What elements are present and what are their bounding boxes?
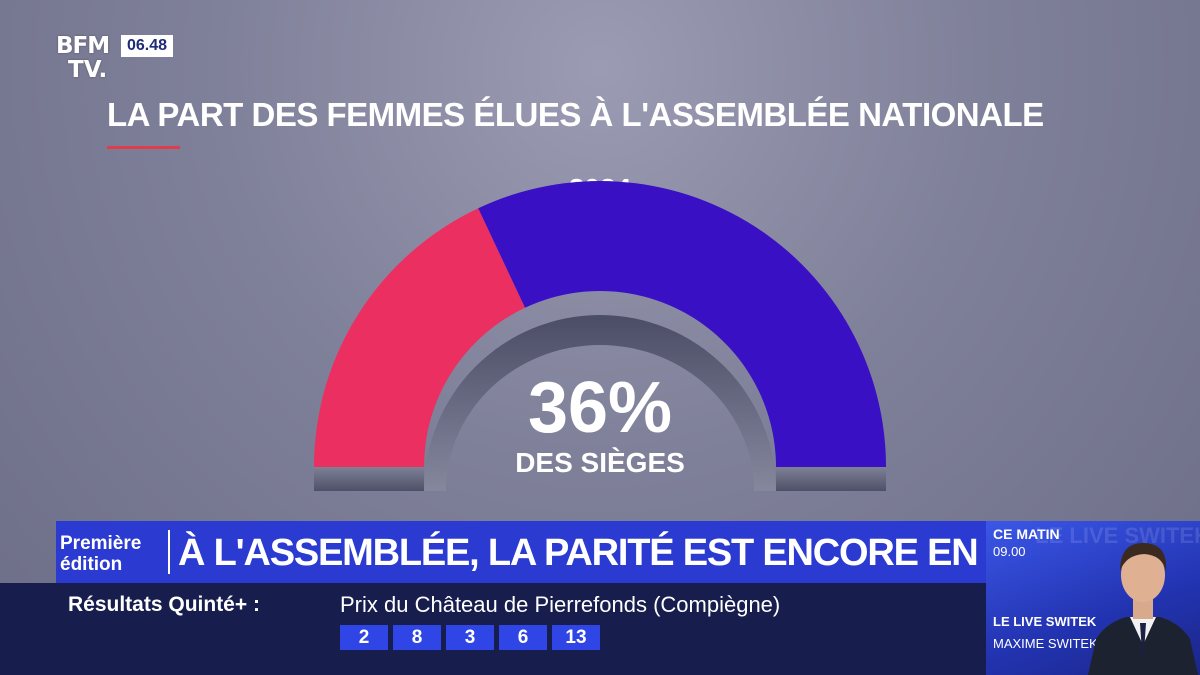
host-portrait (1088, 543, 1198, 675)
gauge-inner-wall (424, 315, 776, 491)
logo-line-1: BFM (56, 33, 110, 59)
clock: 06.48 (121, 35, 174, 57)
ticker-label: Résultats Quinté+ : (68, 593, 260, 616)
quinte-number: 3 (446, 625, 494, 650)
chart-title: LA PART DES FEMMES ÉLUES À L'ASSEMBLÉE N… (107, 96, 1044, 133)
headline-band (56, 521, 986, 583)
quinte-number: 2 (340, 625, 388, 650)
title-underline (107, 146, 180, 149)
center-percentage: 36% (527, 368, 673, 448)
center-sublabel: DES SIÈGES (515, 447, 685, 478)
edition-line-1: Première (60, 533, 142, 554)
bfmtv-logo: BFM TV. (56, 34, 120, 84)
side-background-text: LE LIVE SWITEK (1035, 523, 1200, 548)
gauge-slice-hommes (478, 181, 886, 468)
quinte-numbers: 2 8 3 6 13 (340, 625, 600, 650)
headline: À L'ASSEMBLÉE, LA PARITÉ EST ENCORE EN R… (178, 532, 1113, 574)
upcoming-host: MAXIME SWITEK (993, 636, 1098, 651)
quinte-number: 6 (499, 625, 547, 650)
quinte-number: 13 (552, 625, 600, 650)
quinte-number: 8 (393, 625, 441, 650)
upcoming-label: CE MATIN (993, 526, 1060, 542)
upcoming-show: LE LIVE SWITEK (993, 614, 1097, 629)
edition-label: Première édition (56, 521, 168, 583)
headline-separator (168, 530, 170, 574)
upcoming-time: 09.00 (993, 544, 1026, 559)
ticker-race: Prix du Château de Pierrefonds (Compiègn… (340, 592, 781, 617)
edition-line-2: édition (60, 554, 123, 575)
logo-line-2: TV. (68, 57, 108, 83)
gauge-slice-femmes (314, 208, 526, 467)
gauge-base (314, 467, 886, 491)
